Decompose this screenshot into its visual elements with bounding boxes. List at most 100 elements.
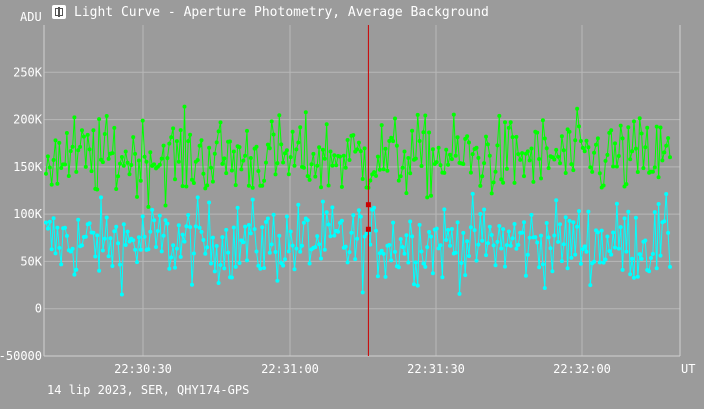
data-point	[47, 219, 52, 224]
data-point	[556, 239, 561, 244]
data-point	[116, 174, 121, 179]
plot-area	[44, 25, 680, 356]
data-point	[415, 283, 420, 288]
series-line-1	[45, 193, 671, 295]
data-point	[275, 278, 280, 283]
data-point	[119, 292, 124, 297]
data-point	[332, 153, 337, 158]
data-point	[417, 139, 422, 143]
data-point	[114, 224, 119, 229]
data-point	[163, 203, 168, 208]
data-point	[613, 141, 617, 146]
data-point	[630, 149, 635, 154]
data-point	[233, 264, 238, 269]
data-point	[146, 247, 151, 252]
data-point	[465, 134, 470, 139]
data-point	[544, 221, 549, 225]
data-point	[123, 243, 128, 247]
data-point	[260, 225, 265, 230]
data-point	[605, 234, 610, 239]
data-point	[351, 133, 356, 138]
data-point	[571, 168, 576, 173]
data-point	[540, 262, 545, 267]
data-point	[497, 224, 502, 228]
data-point	[339, 184, 344, 189]
data-point	[70, 246, 75, 251]
data-point	[561, 148, 566, 153]
data-point	[550, 269, 555, 274]
data-point	[440, 275, 445, 280]
data-point	[222, 156, 227, 161]
data-point	[495, 239, 500, 244]
data-point	[668, 264, 672, 269]
data-point	[57, 245, 62, 250]
data-point	[51, 216, 56, 221]
data-point	[271, 132, 276, 137]
data-point	[582, 244, 587, 249]
data-point	[613, 245, 617, 250]
data-point	[396, 178, 401, 183]
data-point	[592, 259, 597, 264]
data-point	[72, 115, 77, 120]
data-point	[260, 183, 265, 188]
data-point	[448, 152, 452, 157]
data-point	[254, 144, 259, 149]
data-point	[277, 113, 282, 118]
data-point	[133, 151, 138, 156]
data-point	[292, 163, 297, 168]
data-point	[288, 155, 293, 160]
data-point	[161, 143, 166, 148]
data-point	[489, 233, 494, 237]
data-point	[413, 156, 418, 161]
data-point	[216, 129, 221, 134]
data-point	[345, 260, 350, 265]
data-point	[514, 134, 519, 139]
data-point	[157, 213, 162, 218]
data-point	[207, 145, 212, 150]
y-tick-label: 250K	[13, 65, 43, 79]
data-point	[118, 262, 122, 267]
data-point	[446, 227, 451, 232]
data-point	[649, 256, 653, 260]
data-point	[341, 153, 346, 158]
data-point	[666, 230, 671, 235]
data-point	[635, 274, 640, 279]
data-point	[63, 225, 67, 230]
data-point	[91, 128, 96, 133]
data-point	[256, 263, 261, 268]
data-point	[239, 167, 244, 172]
data-point	[131, 238, 136, 243]
data-point	[582, 149, 587, 154]
data-point	[142, 154, 147, 159]
data-point	[522, 220, 526, 225]
data-point	[173, 265, 177, 270]
data-point	[347, 158, 352, 162]
data-point	[501, 227, 506, 232]
data-point	[632, 119, 636, 124]
data-point	[605, 152, 610, 157]
data-point	[595, 136, 600, 141]
data-point	[504, 243, 509, 248]
data-point	[485, 241, 490, 246]
data-point	[142, 234, 147, 239]
data-point	[317, 242, 322, 247]
data-point	[478, 183, 483, 188]
data-point	[264, 160, 268, 165]
data-point	[662, 150, 667, 155]
data-point	[508, 243, 513, 248]
data-point	[174, 246, 179, 251]
data-point	[512, 180, 517, 185]
data-point	[468, 170, 473, 175]
data-point	[419, 164, 424, 168]
data-point	[499, 246, 504, 251]
data-point	[326, 183, 331, 188]
data-point	[135, 260, 139, 265]
data-point	[573, 138, 578, 143]
data-point	[301, 220, 306, 225]
data-point	[330, 205, 335, 210]
data-point	[554, 147, 559, 152]
data-point	[563, 215, 568, 220]
data-point	[556, 154, 561, 159]
data-point	[624, 249, 629, 254]
